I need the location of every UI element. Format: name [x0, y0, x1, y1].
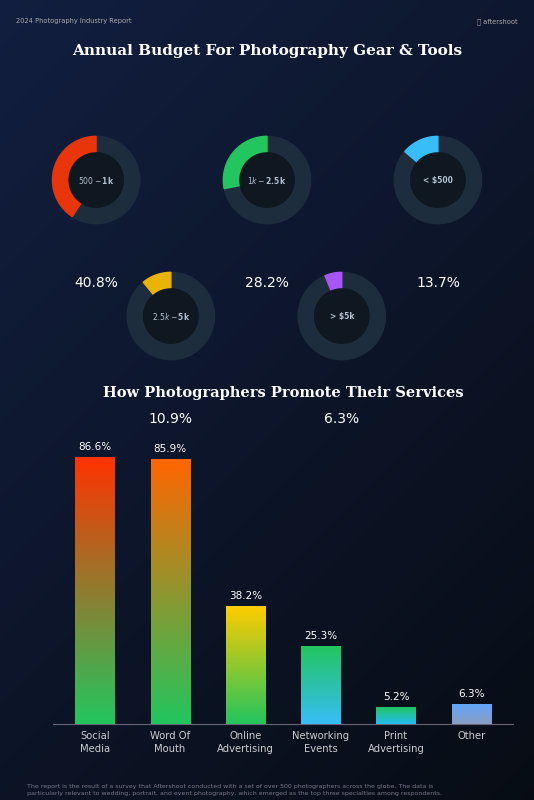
Text: 6.3%: 6.3%	[458, 689, 484, 699]
Polygon shape	[52, 136, 96, 217]
Polygon shape	[315, 289, 369, 343]
Polygon shape	[240, 153, 294, 207]
Title: How Photographers Promote Their Services: How Photographers Promote Their Services	[103, 386, 464, 399]
Text: ⦾ aftershoot: ⦾ aftershoot	[477, 18, 518, 25]
Polygon shape	[240, 153, 294, 207]
Text: 10.9%: 10.9%	[149, 412, 193, 426]
Polygon shape	[69, 153, 123, 207]
Text: 28.2%: 28.2%	[245, 276, 289, 290]
Polygon shape	[394, 136, 482, 224]
Text: 25.3%: 25.3%	[304, 630, 337, 641]
Polygon shape	[325, 272, 342, 291]
Text: 38.2%: 38.2%	[229, 590, 262, 601]
Polygon shape	[411, 153, 465, 207]
Text: $500 - $1k: $500 - $1k	[78, 174, 114, 186]
Polygon shape	[52, 136, 140, 224]
Polygon shape	[298, 272, 386, 360]
Text: The report is the result of a survey that Aftershoot conducted with a set of ove: The report is the result of a survey tha…	[27, 784, 442, 796]
Text: $1k - $2.5k: $1k - $2.5k	[247, 174, 287, 186]
Polygon shape	[223, 136, 311, 224]
Text: 40.8%: 40.8%	[74, 276, 118, 290]
Text: $2.5k - $5k: $2.5k - $5k	[152, 310, 190, 322]
Polygon shape	[144, 289, 198, 343]
Text: > $5k: > $5k	[329, 311, 354, 321]
Text: 85.9%: 85.9%	[154, 444, 187, 454]
Polygon shape	[315, 289, 369, 343]
Text: 2024 Photography Industry Report: 2024 Photography Industry Report	[16, 18, 131, 24]
Polygon shape	[127, 272, 215, 360]
Polygon shape	[405, 136, 438, 162]
Polygon shape	[143, 272, 171, 295]
Polygon shape	[69, 153, 123, 207]
Polygon shape	[411, 153, 465, 207]
Text: 86.6%: 86.6%	[78, 442, 112, 452]
Text: 5.2%: 5.2%	[383, 693, 409, 702]
Text: 13.7%: 13.7%	[416, 276, 460, 290]
Text: < $500: < $500	[423, 175, 453, 185]
Text: 6.3%: 6.3%	[324, 412, 359, 426]
Polygon shape	[144, 289, 198, 343]
Polygon shape	[223, 136, 267, 189]
Text: Annual Budget For Photography Gear & Tools: Annual Budget For Photography Gear & Too…	[72, 44, 462, 58]
